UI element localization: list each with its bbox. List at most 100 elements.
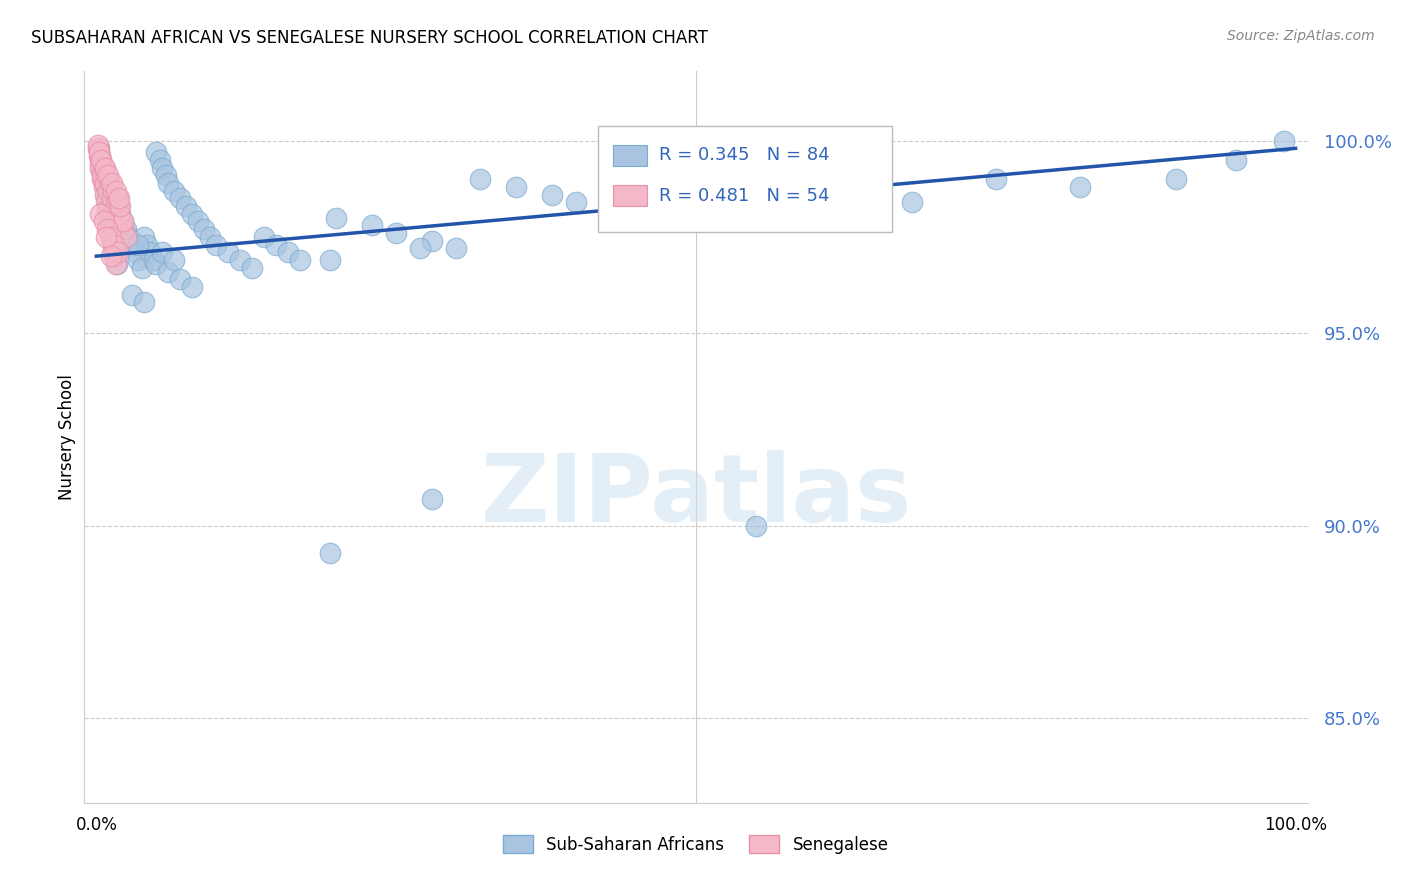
Point [108,199,131,213]
Point [420,491,443,506]
Point [94,169,117,183]
Point [1225,153,1247,167]
Point [98,219,121,233]
Point [96,202,118,217]
Point [264,237,287,252]
Point [541,187,564,202]
Point [361,219,384,233]
Point [134,295,156,310]
Point [193,222,215,236]
Point [93,161,115,175]
Point [901,195,924,210]
Point [181,207,204,221]
Point [253,230,276,244]
Point [444,242,467,256]
Point [107,199,129,213]
Point [91,172,114,186]
Point [157,176,180,190]
Point [93,214,115,228]
Point [89,161,111,175]
Point [600,202,623,217]
Point [115,222,138,236]
Point [240,260,263,275]
Point [104,249,127,263]
Point [111,214,134,228]
Point [101,176,124,190]
Point [105,191,128,205]
Point [93,179,117,194]
Point [745,518,768,533]
Point [89,207,111,221]
Point [127,252,149,267]
Point [107,191,129,205]
Point [319,252,342,267]
Point [100,219,122,233]
Point [97,184,120,198]
Point [169,272,191,286]
Point [100,226,122,240]
Point [98,176,121,190]
Point [105,257,128,271]
Point [1069,179,1091,194]
Point [91,164,114,178]
Point [325,211,347,225]
Point [101,184,124,198]
Point [101,234,124,248]
Point [101,234,124,248]
Point [139,245,162,260]
Point [90,153,112,167]
Point [108,207,131,221]
Point [1164,172,1187,186]
Point [277,245,299,260]
Point [94,195,117,210]
Point [93,179,115,194]
Point [131,260,153,275]
Point [93,172,115,186]
Point [110,199,132,213]
Point [97,169,120,183]
Point [804,187,827,202]
Point [110,207,132,221]
Point [96,222,118,236]
Point [134,230,156,244]
Point [505,179,527,194]
Point [90,164,112,178]
Point [94,230,117,244]
Point [101,226,124,240]
Point [101,191,124,205]
Point [385,226,408,240]
Point [150,161,173,175]
Legend: Sub-Saharan Africans, Senegalese: Sub-Saharan Africans, Senegalese [496,829,896,860]
Point [1272,134,1295,148]
Point [108,207,131,221]
Point [127,237,149,252]
Point [420,234,443,248]
Point [150,245,173,260]
Point [984,172,1007,186]
Point [111,214,134,228]
Point [97,211,120,225]
Point [187,214,209,228]
Text: R = 0.345   N = 84: R = 0.345 N = 84 [659,146,830,164]
Point [108,191,131,205]
Point [94,187,117,202]
Point [93,161,117,175]
Point [89,157,111,171]
Text: R = 0.481   N = 54: R = 0.481 N = 54 [659,186,830,204]
Point [90,157,112,171]
Y-axis label: Nursery School: Nursery School [58,374,76,500]
Point [290,252,312,267]
Point [163,252,186,267]
Point [90,153,112,167]
Point [105,191,128,205]
Point [721,179,744,194]
Point [87,145,110,160]
Point [103,249,125,263]
Point [107,245,129,260]
Point [97,202,120,217]
Point [86,137,108,152]
Point [87,145,110,160]
Point [115,230,138,244]
Point [104,257,127,271]
Point [125,245,148,260]
